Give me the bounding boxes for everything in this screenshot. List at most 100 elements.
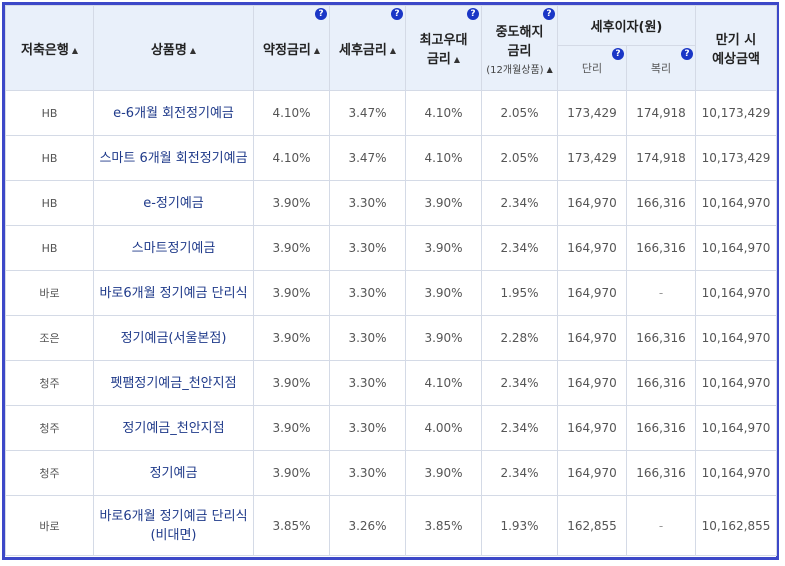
agreed-rate-cell: 3.90%	[253, 405, 330, 451]
savings-comparison-frame: 저축은행 ▲ 상품명 ▲ ? 약정금리 ▲ ? 세후금리 ▲ ? 최고우대 금리 ▲ ? 중도해지 금…	[2, 2, 779, 560]
header-early-sub: (12개월상품)	[486, 64, 544, 76]
compound-interest-cell: 166,316	[626, 180, 696, 226]
bank-cell: HB	[5, 135, 94, 181]
bank-cell: HB	[5, 180, 94, 226]
product-name-line2[interactable]: (비대면)	[150, 527, 197, 543]
header-product[interactable]: 상품명 ▲	[93, 5, 254, 91]
product-name[interactable]: 스마트정기예금	[131, 240, 216, 256]
after-tax-rate-cell: 3.47%	[329, 135, 406, 181]
simple-interest-cell: 173,429	[557, 90, 627, 136]
early-rate-cell: 2.34%	[481, 405, 558, 451]
product-link[interactable]: 정기예금_천안지점	[93, 405, 254, 451]
product-name[interactable]: e-6개월 회전정기예금	[113, 105, 234, 121]
agreed-rate-cell: 3.90%	[253, 450, 330, 496]
product-link[interactable]: 펫팸정기예금_천안지점	[93, 360, 254, 406]
product-link[interactable]: 정기예금(서울본점)	[93, 315, 254, 361]
header-simple-label: 단리	[581, 62, 603, 75]
header-agreed-rate[interactable]: ? 약정금리 ▲	[253, 5, 330, 91]
bank-cell: 조은	[5, 315, 94, 361]
compound-interest-cell: 174,918	[626, 90, 696, 136]
sort-up-icon[interactable]: ▲	[71, 45, 78, 55]
product-link[interactable]: 바로6개월 정기예금 단리식	[93, 270, 254, 316]
max-rate-cell: 3.90%	[405, 450, 482, 496]
header-bank[interactable]: 저축은행 ▲	[5, 5, 94, 91]
simple-interest-cell: 164,970	[557, 270, 627, 316]
product-name[interactable]: 정기예금_천안지점	[122, 420, 225, 436]
simple-interest-cell: 164,970	[557, 360, 627, 406]
after-tax-rate-cell: 3.30%	[329, 405, 406, 451]
sort-up-icon[interactable]: ▲	[389, 45, 396, 55]
header-agreed-rate-label: 약정금리	[263, 42, 311, 58]
product-link[interactable]: e-정기예금	[93, 180, 254, 226]
product-link[interactable]: 정기예금	[93, 450, 254, 496]
product-link[interactable]: 스마트정기예금	[93, 225, 254, 271]
sort-up-icon[interactable]: ▲	[453, 55, 461, 64]
header-simple-interest: ? 단리	[557, 45, 627, 91]
help-icon[interactable]: ?	[681, 48, 693, 60]
agreed-rate-cell: 3.90%	[253, 270, 330, 316]
simple-interest-cell: 164,970	[557, 450, 627, 496]
maturity-amount-cell: 10,162,855	[695, 495, 777, 556]
maturity-amount-cell: 10,173,429	[695, 90, 777, 136]
product-link[interactable]: 스마트 6개월 회전정기예금	[93, 135, 254, 181]
table-row: HB e-정기예금 3.90% 3.30% 3.90% 2.34% 164,97…	[5, 180, 777, 226]
after-tax-rate-cell: 3.30%	[329, 225, 406, 271]
compound-interest-cell: 166,316	[626, 225, 696, 271]
product-name[interactable]: 펫팸정기예금_천안지점	[110, 375, 237, 391]
table-row: HB 스마트 6개월 회전정기예금 4.10% 3.47% 4.10% 2.05…	[5, 135, 777, 181]
max-rate-cell: 3.90%	[405, 225, 482, 271]
header-after-tax-rate-label: 세후금리	[339, 42, 387, 58]
agreed-rate-cell: 3.90%	[253, 180, 330, 226]
max-rate-cell: 4.10%	[405, 90, 482, 136]
bank-cell: 청주	[5, 405, 94, 451]
header-early-line2: 금리	[507, 43, 532, 59]
header-after-tax-rate[interactable]: ? 세후금리 ▲	[329, 5, 406, 91]
header-early-termination-rate[interactable]: ? 중도해지 금리 (12개월상품) ▲	[481, 5, 558, 91]
simple-interest-cell: 164,970	[557, 225, 627, 271]
help-icon[interactable]: ?	[543, 8, 555, 20]
early-rate-cell: 2.05%	[481, 135, 558, 181]
after-tax-rate-cell: 3.30%	[329, 180, 406, 226]
help-icon[interactable]: ?	[612, 48, 624, 60]
product-link[interactable]: e-6개월 회전정기예금	[93, 90, 254, 136]
header-interest-group-label: 세후이자(원)	[590, 20, 663, 35]
maturity-amount-cell: 10,164,970	[695, 450, 777, 496]
compound-interest-cell: 166,316	[626, 450, 696, 496]
help-icon[interactable]: ?	[315, 8, 327, 20]
bank-cell: 청주	[5, 450, 94, 496]
table-row: 바로 바로6개월 정기예금 단리식 3.90% 3.30% 3.90% 1.95…	[5, 270, 777, 316]
maturity-amount-cell: 10,164,970	[695, 180, 777, 226]
max-rate-cell: 3.90%	[405, 315, 482, 361]
sort-up-icon[interactable]: ▲	[546, 65, 553, 74]
product-name[interactable]: 바로6개월 정기예금 단리식	[99, 508, 248, 524]
product-name[interactable]: 정기예금(서울본점)	[120, 330, 227, 346]
max-rate-cell: 4.10%	[405, 360, 482, 406]
bank-cell: 청주	[5, 360, 94, 406]
sort-up-icon[interactable]: ▲	[313, 45, 320, 55]
compound-interest-cell: -	[626, 270, 696, 316]
max-rate-cell: 3.85%	[405, 495, 482, 556]
header-max-rate-line1: 최고우대	[419, 33, 468, 48]
table-row: HB 스마트정기예금 3.90% 3.30% 3.90% 2.34% 164,9…	[5, 225, 777, 271]
after-tax-rate-cell: 3.30%	[329, 360, 406, 406]
product-name[interactable]: 정기예금	[149, 465, 198, 481]
product-name[interactable]: 스마트 6개월 회전정기예금	[99, 150, 248, 166]
header-max-rate-line2: 금리	[426, 52, 451, 67]
help-icon[interactable]: ?	[391, 8, 403, 20]
help-icon[interactable]: ?	[467, 8, 479, 20]
header-maturity-line2: 예상금액	[712, 52, 760, 67]
after-tax-rate-cell: 3.26%	[329, 495, 406, 556]
max-rate-cell: 4.10%	[405, 135, 482, 181]
product-name[interactable]: 바로6개월 정기예금 단리식	[99, 285, 248, 301]
product-link[interactable]: 바로6개월 정기예금 단리식 (비대면)	[93, 495, 254, 556]
maturity-amount-cell: 10,164,970	[695, 315, 777, 361]
simple-interest-cell: 164,970	[557, 315, 627, 361]
product-name[interactable]: e-정기예금	[143, 195, 204, 211]
after-tax-rate-cell: 3.47%	[329, 90, 406, 136]
simple-interest-cell: 173,429	[557, 135, 627, 181]
max-rate-cell: 4.00%	[405, 405, 482, 451]
sort-up-icon[interactable]: ▲	[189, 45, 197, 55]
maturity-amount-cell: 10,164,970	[695, 270, 777, 316]
compound-interest-cell: 166,316	[626, 315, 696, 361]
